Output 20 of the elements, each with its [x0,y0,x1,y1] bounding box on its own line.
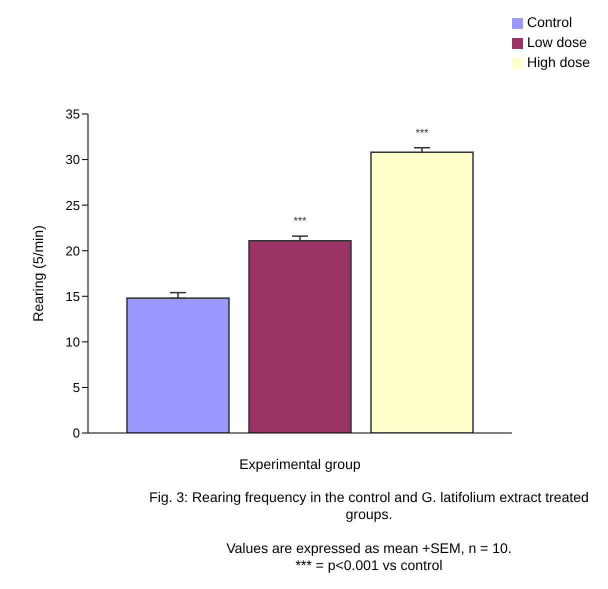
y-axis-title: Rearing (5/min) [30,225,46,322]
y-tick-label: 30 [66,152,80,168]
caption: Fig. 3: Rearing frequency in the control and G. latifolium extract treated groups. [148,489,590,523]
y-tick-label: 10 [66,334,80,350]
y-tick-label: 35 [66,106,80,122]
x-axis-title: Experimental group [239,456,361,472]
bar [370,152,474,433]
bar [248,240,352,433]
data-label: *** [294,216,308,228]
y-tick-label: 5 [72,380,80,396]
data-label: *** [416,127,430,140]
legend-label: Low dose [526,34,587,50]
legend-label: Control [526,14,572,30]
y-tick-label: 25 [66,198,80,213]
text: *** = p<0.001 vs control [294,557,444,574]
legend-label: High dose [526,54,590,70]
y-tick-label: 20 [66,243,80,258]
y-tick-label: 0 [72,426,80,441]
y-tick-label: 15 [66,288,80,304]
text: Values are expressed as mean +SEM, n = 10. [225,540,513,557]
